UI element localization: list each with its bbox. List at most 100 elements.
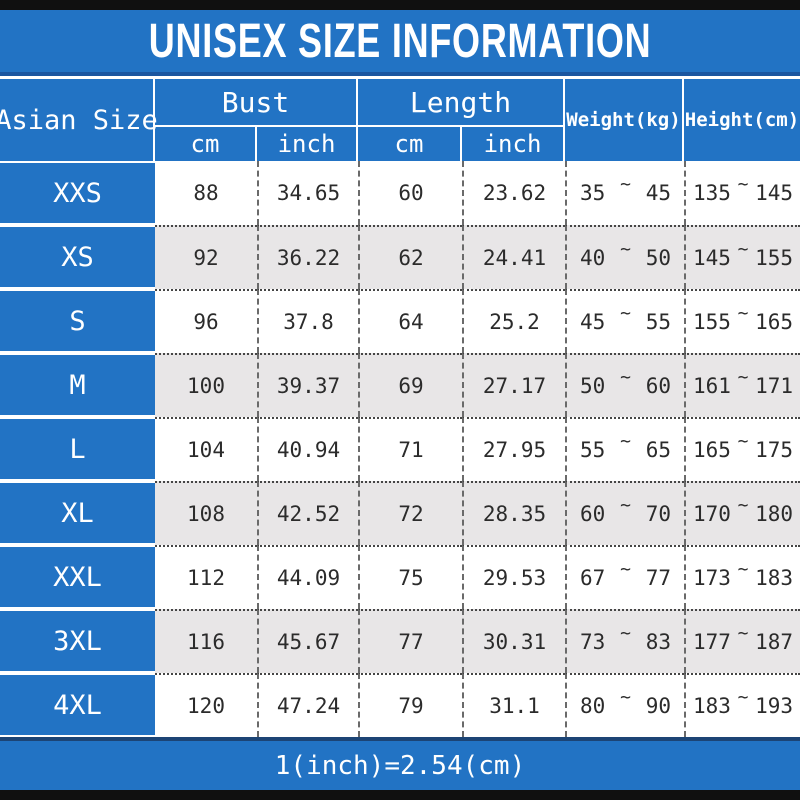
bust-inch-cell: 34.65 — [257, 161, 358, 225]
length-cm-cell: 72 — [358, 481, 462, 545]
height-min: 173 — [693, 566, 731, 590]
tilde-separator: ~ — [620, 622, 631, 644]
weight-range-cell: 45 ~55 — [565, 289, 684, 353]
page-title: UNISEX SIZE INFORMATION — [148, 14, 652, 68]
table-header: Asian Size Bust Length cm inch cm inch W… — [0, 79, 800, 161]
tilde-separator: ~ — [737, 238, 749, 260]
col-header-bust-inch: inch — [257, 127, 358, 161]
table-row: XS 92 36.22 62 24.41 40 ~50 145 ~155 — [0, 225, 800, 289]
bust-cm-cell: 112 — [155, 545, 257, 609]
size-cell: 4XL — [0, 673, 155, 737]
height-min: 161 — [693, 374, 731, 398]
length-cm-cell: 69 — [358, 353, 462, 417]
col-header-asian-size: Asian Size — [0, 79, 158, 161]
length-inch-cell: 25.2 — [462, 289, 565, 353]
height-min: 155 — [693, 310, 731, 334]
height-range-cell: 170 ~180 — [684, 481, 800, 545]
height-range-cell: 183 ~193 — [684, 673, 800, 737]
length-inch-cell: 27.17 — [462, 353, 565, 417]
title-divider-white — [0, 76, 800, 79]
weight-range-cell: 80 ~90 — [565, 673, 684, 737]
bust-inch-cell: 37.8 — [257, 289, 358, 353]
height-max: 187 — [755, 630, 793, 654]
tilde-separator: ~ — [737, 366, 749, 388]
weight-max: 45 — [645, 181, 671, 205]
weight-max: 83 — [645, 630, 671, 654]
table-row: XL 108 42.52 72 28.35 60 ~70 170 ~180 — [0, 481, 800, 545]
weight-min: 45 — [580, 310, 606, 334]
weight-range-cell: 50 ~60 — [565, 353, 684, 417]
size-cell: XL — [0, 481, 155, 545]
bottom-black-bar — [0, 790, 800, 800]
tilde-separator: ~ — [620, 558, 631, 580]
bust-inch-cell: 39.37 — [257, 353, 358, 417]
height-range-cell: 161 ~171 — [684, 353, 800, 417]
weight-range-cell: 60 ~70 — [565, 481, 684, 545]
height-range-cell: 135 ~145 — [684, 161, 800, 225]
bust-inch-cell: 47.24 — [257, 673, 358, 737]
bust-cm-cell: 96 — [155, 289, 257, 353]
weight-max: 65 — [645, 438, 671, 462]
bust-cm-cell: 88 — [155, 161, 257, 225]
table-row: 4XL 120 47.24 79 31.1 80 ~90 183 ~193 — [0, 673, 800, 737]
title-divider-dark — [0, 72, 800, 76]
col-header-bust-cm: cm — [155, 127, 257, 161]
bust-cm-cell: 116 — [155, 609, 257, 673]
table-row: M 100 39.37 69 27.17 50 ~60 161 ~171 — [0, 353, 800, 417]
height-max: 145 — [755, 181, 793, 205]
bust-cm-cell: 104 — [155, 417, 257, 481]
weight-range-cell: 67 ~77 — [565, 545, 684, 609]
footer-band: 1(inch)=2.54(cm) — [0, 741, 800, 790]
size-cell: XXS — [0, 161, 155, 225]
weight-range-cell: 55 ~65 — [565, 417, 684, 481]
weight-min: 35 — [580, 181, 606, 205]
bust-cm-cell: 108 — [155, 481, 257, 545]
bust-inch-cell: 42.52 — [257, 481, 358, 545]
tilde-separator: ~ — [737, 302, 749, 324]
table-row: L 104 40.94 71 27.95 55 ~65 165 ~175 — [0, 417, 800, 481]
tilde-separator: ~ — [737, 430, 749, 452]
tilde-separator: ~ — [737, 622, 749, 644]
height-min: 145 — [693, 246, 731, 270]
height-max: 180 — [755, 502, 793, 526]
size-cell: 3XL — [0, 609, 155, 673]
length-cm-cell: 60 — [358, 161, 462, 225]
tilde-separator: ~ — [737, 558, 749, 580]
size-cell: L — [0, 417, 155, 481]
length-inch-cell: 29.53 — [462, 545, 565, 609]
bust-cm-cell: 120 — [155, 673, 257, 737]
length-inch-cell: 31.1 — [462, 673, 565, 737]
weight-min: 67 — [580, 566, 606, 590]
length-inch-cell: 28.35 — [462, 481, 565, 545]
weight-max: 50 — [645, 246, 671, 270]
height-max: 183 — [755, 566, 793, 590]
length-inch-cell: 24.41 — [462, 225, 565, 289]
weight-min: 73 — [580, 630, 606, 654]
height-min: 170 — [693, 502, 731, 526]
weight-min: 60 — [580, 502, 606, 526]
length-cm-cell: 64 — [358, 289, 462, 353]
length-inch-cell: 30.31 — [462, 609, 565, 673]
tilde-separator: ~ — [737, 173, 749, 195]
tilde-separator: ~ — [620, 430, 631, 452]
weight-max: 55 — [645, 310, 671, 334]
table-body: XXS 88 34.65 60 23.62 35 ~45 135 ~145 XS 9… — [0, 161, 800, 737]
col-header-length-inch: inch — [462, 127, 565, 161]
tilde-separator: ~ — [620, 302, 631, 324]
bust-cm-cell: 92 — [155, 225, 257, 289]
tilde-separator: ~ — [620, 686, 631, 708]
col-header-height: Height(cm) — [684, 109, 800, 131]
height-max: 175 — [755, 438, 793, 462]
height-max: 155 — [755, 246, 793, 270]
bust-inch-cell: 45.67 — [257, 609, 358, 673]
footer-divider — [0, 737, 800, 741]
height-range-cell: 145 ~155 — [684, 225, 800, 289]
tilde-separator: ~ — [737, 686, 749, 708]
tilde-separator: ~ — [620, 366, 631, 388]
height-max: 171 — [755, 374, 793, 398]
weight-min: 40 — [580, 246, 606, 270]
height-max: 193 — [755, 694, 793, 718]
weight-max: 90 — [645, 694, 671, 718]
top-black-bar — [0, 0, 800, 10]
tilde-separator: ~ — [620, 494, 631, 516]
